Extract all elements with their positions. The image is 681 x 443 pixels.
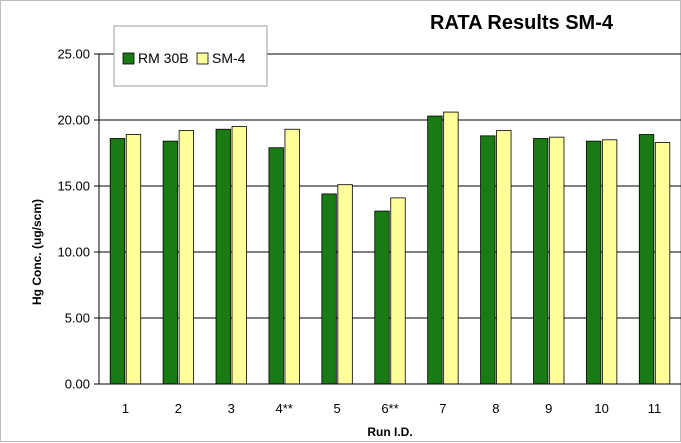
y-axis-ticks: 0.00 5.00 10.00 15.00 20.00 25.00: [57, 47, 99, 392]
y-tick-label: 15.00: [57, 179, 90, 194]
x-tick-label: 10: [594, 401, 608, 416]
bar-sm-4-run-1: [125, 134, 142, 385]
y-tick-label: 20.00: [57, 113, 90, 128]
bar-sm-4-run-7: [443, 111, 459, 385]
x-axis-ticks: 1 2 3 4** 5 6** 7 8 9 10 11: [122, 401, 661, 416]
bar-sm-4-run-3: [231, 126, 247, 385]
chart-title: RATA Results SM-4: [430, 12, 614, 34]
bar-rm-30b-run-3: [215, 128, 231, 385]
x-tick-label: 11: [648, 401, 662, 416]
legend-label-sm-4: SM-4: [212, 50, 246, 66]
x-tick-label: 8: [492, 401, 499, 416]
y-tick-label: 10.00: [57, 245, 90, 260]
bar-sm-4-run-6: [390, 197, 406, 385]
bar-sm-4-run-10: [601, 139, 618, 385]
x-tick-label: 6**: [381, 401, 398, 416]
y-axis-label: Hg Conc. (ug/scm): [30, 199, 44, 305]
bar-rm-30b-run-10: [585, 140, 602, 385]
bar-sm-4-run-9: [549, 136, 565, 385]
x-tick-label: 7: [439, 401, 446, 416]
bar-rm-30b-run-7: [427, 115, 443, 385]
bar-rm-30b-run-5: [321, 193, 337, 385]
bar-sm-4-run-5: [337, 184, 353, 385]
bar-rm-30b-run-2: [162, 140, 179, 385]
bar-rm-30b-run-6: [374, 210, 390, 385]
legend: RM 30B SM-4: [113, 25, 268, 87]
x-tick-label: 1: [122, 401, 129, 416]
x-tick-label: 5: [333, 401, 340, 416]
bar-rm-30b-run-9: [533, 138, 549, 385]
bars: [109, 111, 671, 385]
bar-rm-30b-run-1: [109, 138, 126, 385]
bar-sm-4-run-8: [496, 130, 512, 385]
bar-rm-30b-run-11: [638, 134, 655, 385]
axes: [98, 54, 681, 385]
bar-rm-30b-run-4: [268, 147, 284, 385]
x-tick-label: 4**: [276, 401, 293, 416]
x-tick-label: 3: [228, 401, 235, 416]
x-tick-label: 2: [175, 401, 182, 416]
bar-rm-30b-run-8: [480, 135, 496, 385]
y-tick-label: 5.00: [65, 311, 90, 326]
y-tick-label: 0.00: [65, 377, 90, 392]
legend-box: [113, 25, 268, 87]
x-axis-label: Run I.D.: [367, 425, 412, 439]
x-tick-label: 9: [545, 401, 552, 416]
legend-label-rm-30b: RM 30B: [138, 50, 189, 66]
bar-sm-4-run-11: [654, 142, 671, 385]
bar-sm-4-run-4: [284, 128, 300, 385]
legend-swatch-sm-4: [196, 52, 209, 65]
legend-swatch-rm-30b: [122, 52, 135, 65]
bar-sm-4-run-2: [178, 130, 195, 385]
y-tick-label: 25.00: [57, 47, 90, 62]
